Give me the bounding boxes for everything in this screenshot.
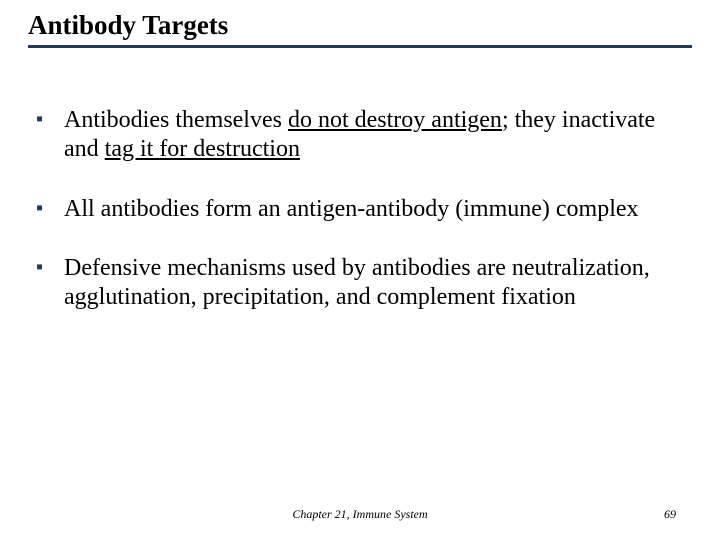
bullet-text: All antibodies form an antigen-antibody … (64, 196, 639, 222)
slide-container: Antibody Targets Antibodies themselves d… (0, 0, 720, 540)
bullet-text-underline: do not destroy antigen (288, 107, 502, 133)
bullet-text-underline: tag it for destruction (105, 136, 300, 162)
bullet-item: Defensive mechanisms used by antibodies … (36, 254, 692, 313)
bullet-text: Defensive mechanisms used by antibodies … (64, 255, 650, 310)
bullet-item: Antibodies themselves do not destroy ant… (36, 106, 692, 165)
bullet-text-fragment: Antibodies themselves (64, 107, 288, 133)
slide-title: Antibody Targets (28, 10, 692, 48)
bullet-item: All antibodies form an antigen-antibody … (36, 195, 692, 224)
footer-chapter: Chapter 21, Immune System (0, 507, 720, 522)
page-number: 69 (664, 507, 676, 522)
bullet-list: Antibodies themselves do not destroy ant… (28, 106, 692, 312)
